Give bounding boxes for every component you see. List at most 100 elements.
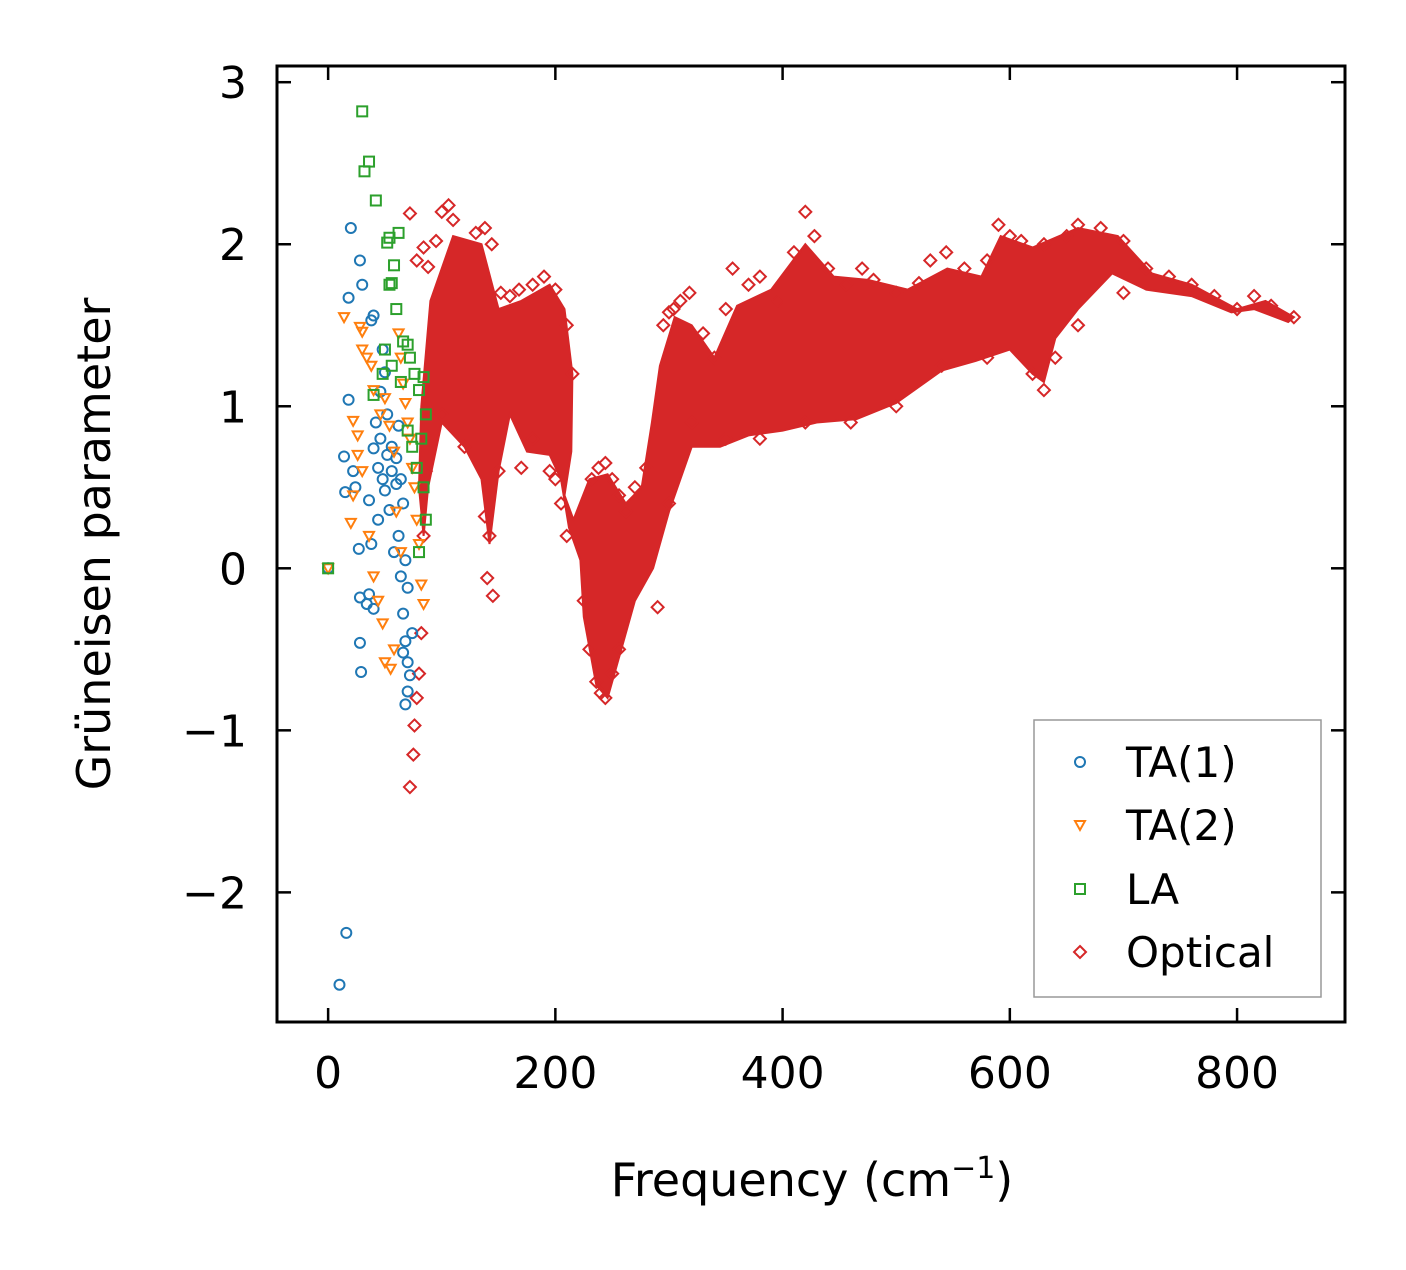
- point-ta2: [337, 312, 351, 325]
- point-ta2: [383, 663, 398, 676]
- point-optical: [405, 747, 421, 763]
- point-ta2: [364, 360, 379, 373]
- legend-marker-optical: [1072, 944, 1088, 960]
- point-optical: [752, 269, 768, 285]
- point-optical: [838, 277, 854, 293]
- point-la: [369, 194, 382, 207]
- point-ta2: [391, 328, 406, 341]
- point-optical: [650, 599, 666, 615]
- point-optical: [684, 415, 700, 430]
- x-tick-label: 800: [1195, 1048, 1279, 1099]
- point-optical: [1286, 309, 1302, 325]
- point-optical: [1138, 261, 1154, 276]
- point-optical: [797, 415, 813, 430]
- x-axis-label-superscript: −1: [951, 1151, 995, 1186]
- point-ta1: [399, 554, 412, 567]
- point-optical: [1229, 301, 1245, 317]
- point-optical: [611, 487, 627, 503]
- legend-marker-la: [1074, 883, 1086, 895]
- point-ta1: [399, 698, 412, 711]
- point-optical: [786, 244, 802, 260]
- point-optical: [638, 460, 654, 476]
- point-optical: [542, 463, 558, 479]
- point-optical: [682, 285, 697, 301]
- point-optical: [797, 204, 813, 220]
- point-optical: [661, 304, 677, 320]
- y-tick-label: 2: [219, 220, 247, 271]
- point-optical: [588, 674, 604, 690]
- point-optical: [820, 261, 836, 276]
- point-ta1: [363, 494, 376, 507]
- point-ta2: [344, 517, 358, 530]
- point-ta2: [394, 352, 408, 365]
- point-optical: [725, 261, 741, 276]
- point-optical: [582, 641, 597, 657]
- point-optical: [457, 439, 472, 455]
- point-optical: [661, 496, 677, 511]
- point-optical: [1246, 288, 1262, 304]
- point-optical: [1070, 217, 1086, 233]
- point-ta1: [399, 635, 412, 648]
- point-optical: [1013, 233, 1029, 249]
- point-optical: [991, 217, 1006, 233]
- point-optical: [493, 285, 509, 301]
- point-optical: [576, 593, 592, 609]
- point-ta2: [414, 579, 428, 592]
- point-ta2: [360, 352, 374, 365]
- point-optical: [979, 253, 995, 268]
- axis-ticks: 0 200 400 600 800 3 2 1 0 −1 −2: [182, 58, 1345, 1099]
- point-la: [401, 338, 414, 351]
- point-ta2: [375, 618, 390, 631]
- point-optical: [559, 317, 575, 333]
- point-optical: [409, 253, 425, 268]
- point-ta1: [401, 581, 414, 594]
- point-ta1: [383, 503, 396, 516]
- point-optical: [1093, 220, 1109, 236]
- point-optical: [741, 277, 756, 293]
- point-ta1: [378, 366, 391, 379]
- point-la: [367, 388, 380, 401]
- point-ta1: [342, 393, 355, 406]
- legend-marker-ta1: [1074, 756, 1086, 768]
- point-optical: [1025, 366, 1040, 382]
- point-la: [356, 105, 369, 118]
- point-optical: [938, 244, 954, 260]
- point-optical: [525, 277, 541, 293]
- point-la: [394, 375, 407, 388]
- point-ta2: [410, 514, 424, 527]
- point-ta2: [373, 409, 388, 422]
- point-ta2: [355, 466, 369, 479]
- point-la: [385, 359, 398, 372]
- point-la: [417, 371, 430, 384]
- point-optical: [411, 666, 427, 682]
- point-optical: [584, 471, 600, 487]
- point-optical: [434, 406, 450, 422]
- point-ta1: [397, 646, 410, 659]
- point-ta2: [378, 393, 392, 406]
- x-tick-label: 0: [314, 1048, 342, 1099]
- point-ta1: [352, 542, 365, 555]
- point-ta1: [344, 222, 357, 235]
- point-optical: [428, 233, 444, 249]
- point-ta1: [365, 538, 378, 550]
- point-optical: [547, 282, 563, 298]
- point-optical: [559, 528, 575, 544]
- point-ta1: [340, 926, 353, 939]
- point-ta1: [372, 513, 385, 526]
- point-optical: [468, 225, 484, 241]
- point-la: [390, 303, 403, 316]
- y-tick-label: 3: [219, 58, 247, 109]
- point-ta1: [355, 666, 368, 679]
- point-la: [415, 432, 428, 445]
- y-axis-label: Grüneisen parameter: [67, 297, 121, 790]
- x-tick-label: 600: [968, 1048, 1052, 1099]
- point-optical: [672, 293, 688, 309]
- point-optical: [553, 496, 569, 511]
- point-optical: [956, 261, 972, 276]
- point-optical: [402, 779, 418, 795]
- point-ta1: [372, 461, 385, 474]
- point-ta1: [374, 432, 387, 445]
- point-optical: [1059, 228, 1075, 244]
- point-optical: [1116, 285, 1131, 301]
- point-la: [376, 367, 389, 380]
